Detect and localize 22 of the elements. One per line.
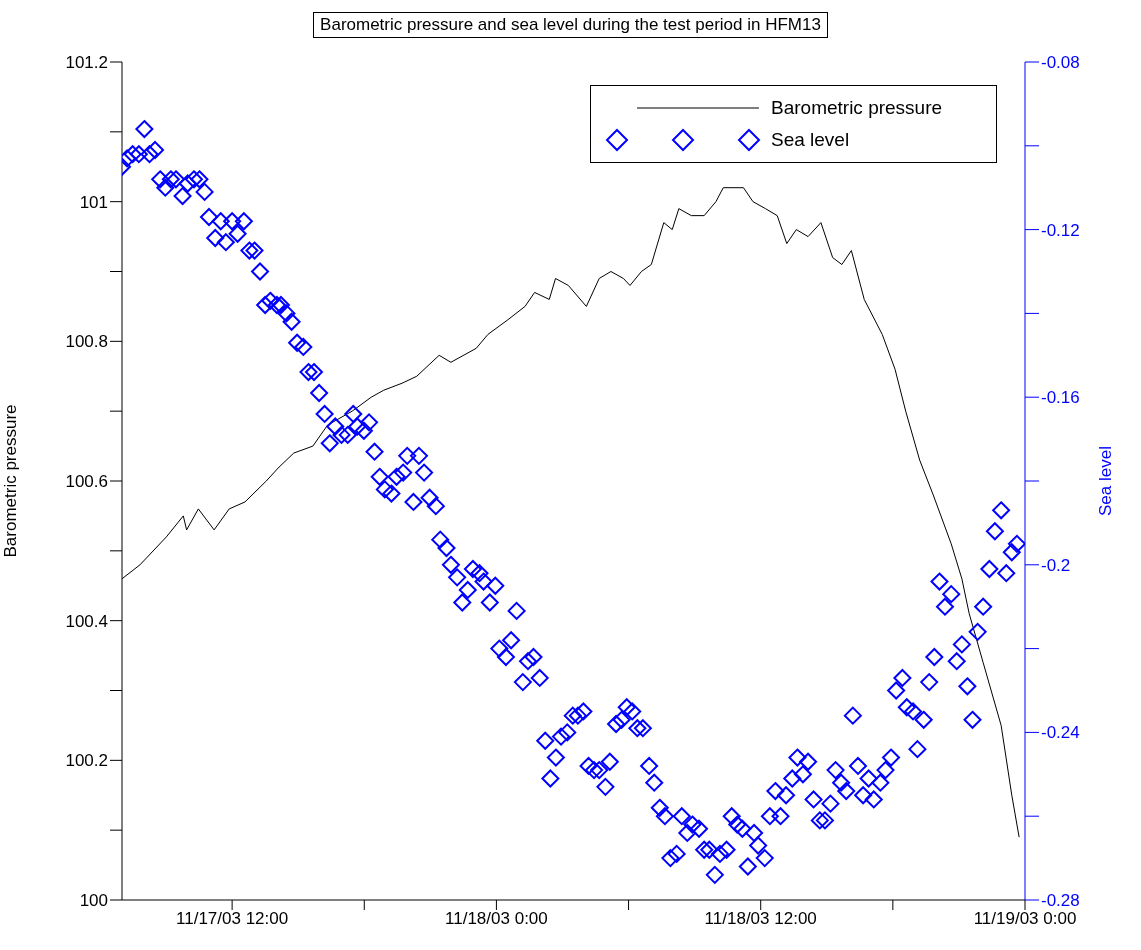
y2-axis-title: Sea level: [1096, 446, 1116, 516]
y-tick-label: 101.2: [65, 53, 108, 73]
y-tick-label: 100: [79, 891, 108, 911]
y-tick-label: 100.6: [65, 472, 108, 492]
y2-tick-label: -0.2: [1041, 555, 1071, 575]
y-tick-label: 100.8: [65, 332, 108, 352]
y2-tick-label: -0.16: [1041, 388, 1080, 408]
y2-tick-label: -0.28: [1041, 891, 1080, 911]
x-tick-label: 11/18/03 0:00: [445, 909, 548, 929]
chart-title: Barometric pressure and sea level during the test period in HFM13: [313, 12, 828, 38]
y-axis-title: Barometric pressure: [1, 404, 21, 558]
legend-label: Sea level: [771, 129, 850, 151]
text: Barometric pressure: [771, 97, 943, 119]
y-tick-label: 100.2: [65, 751, 108, 771]
y2-tick-label: -0.08: [1041, 53, 1080, 73]
y-tick-label: 101: [79, 192, 108, 212]
x-tick-label: 11/18/03 12:00: [704, 909, 817, 929]
y-tick-label: 100.4: [65, 611, 108, 631]
y2-tick-label: -0.24: [1041, 723, 1080, 743]
y2-tick-label: -0.12: [1041, 220, 1080, 240]
x-tick-label: 11/19/03 0:00: [973, 909, 1077, 929]
x-tick-label: 11/17/03 12:00: [176, 909, 289, 929]
